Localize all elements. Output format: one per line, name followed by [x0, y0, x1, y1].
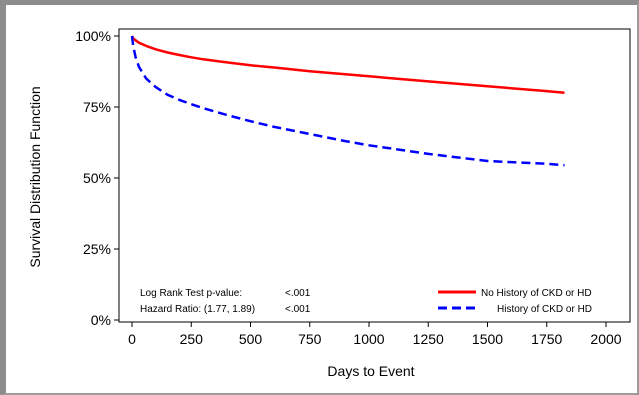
legend-label-history: History of CKD or HD — [497, 304, 592, 315]
x-tick-label: 1500 — [472, 331, 503, 347]
stat-line2-value: <.001 — [285, 304, 311, 315]
y-tick-label: 0% — [91, 312, 111, 328]
x-tick-label: 250 — [180, 331, 204, 347]
y-axis-title: Survival Distribution Function — [27, 86, 43, 267]
stat-line2-label: Hazard Ratio: (1.77, 1.89) — [140, 304, 255, 315]
x-tick-label: 1750 — [531, 331, 562, 347]
stat-line1-label: Log Rank Test p-value: — [140, 288, 242, 299]
stat-line1-value: <.001 — [285, 288, 311, 299]
chart-axes: 0 250 500 750 1000 1250 1500 1750 2000 0% 25% 50% 75… — [75, 28, 631, 347]
y-tick-label: 100% — [75, 28, 111, 44]
series-line-no-history — [130, 35, 565, 95]
y-tick-label: 25% — [83, 241, 111, 257]
series-layer — [130, 35, 565, 167]
x-tick-label: 750 — [298, 331, 322, 347]
series-line-history — [130, 35, 565, 167]
y-tick-label: 75% — [83, 99, 111, 115]
y-tick-label: 50% — [83, 170, 111, 186]
x-tick-label: 500 — [239, 331, 263, 347]
plot-area-border — [118, 28, 631, 323]
x-axis-title: Days to Event — [327, 363, 414, 379]
legend-label-no-history: No History of CKD or HD — [481, 288, 592, 299]
x-tick-label: 1250 — [413, 331, 444, 347]
x-tick-label: 0 — [128, 331, 136, 347]
x-tick-label: 2000 — [590, 331, 621, 347]
x-tick-label: 1000 — [353, 331, 384, 347]
